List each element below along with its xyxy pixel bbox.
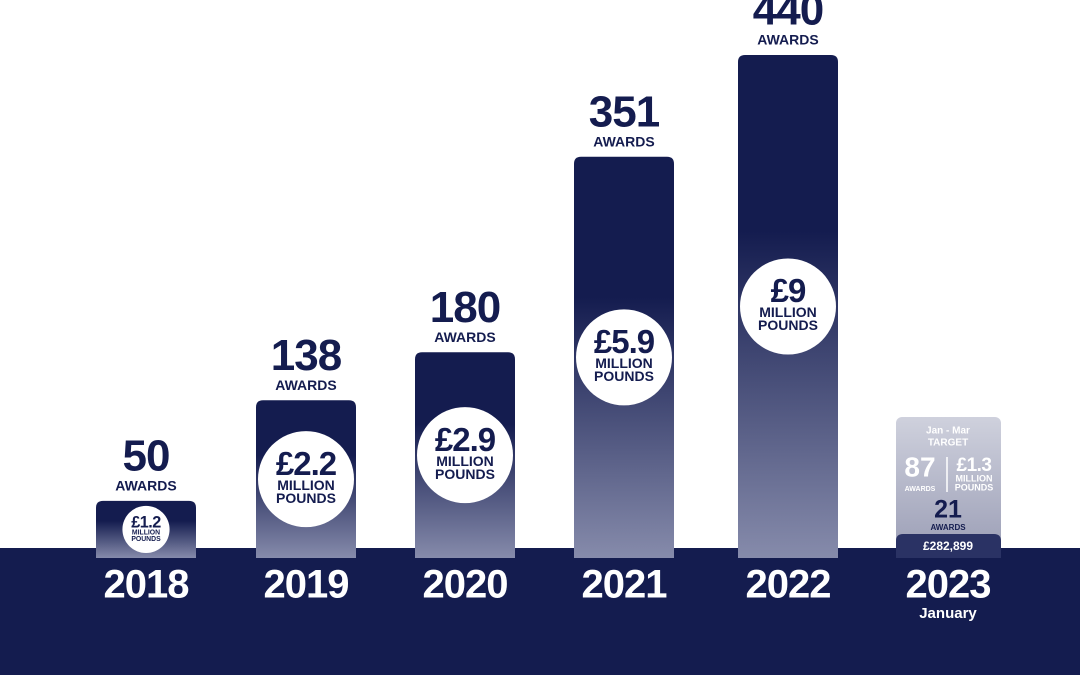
funding-unit: POUNDS	[594, 368, 654, 384]
award-unit: AWARDS	[593, 133, 654, 149]
year-note: January	[919, 605, 977, 622]
funding-circle	[576, 309, 672, 406]
funding-circle	[417, 407, 513, 504]
award-count: 50	[123, 431, 170, 480]
funding-amount: £2.9	[435, 421, 496, 458]
funding-circle	[122, 505, 170, 553]
current-bar	[896, 533, 1001, 558]
target-funding-unit: POUNDS	[955, 482, 994, 492]
funding-amount: £5.9	[594, 323, 655, 360]
current-awards: 21	[934, 496, 962, 524]
funding-unit: MILLION	[132, 530, 160, 537]
award-count: 138	[271, 331, 342, 380]
funding-unit: MILLION	[277, 477, 335, 493]
target-awards: 87	[904, 451, 935, 482]
funding-circle	[740, 258, 836, 355]
funding-unit: MILLION	[436, 453, 494, 469]
year-label: 2021	[582, 563, 668, 607]
funding-unit: POUNDS	[131, 536, 161, 543]
target-label: TARGET	[928, 438, 968, 449]
funding-unit: MILLION	[759, 304, 817, 320]
base-band	[0, 548, 1080, 675]
current-award-unit: AWARDS	[930, 523, 966, 532]
award-count: 440	[753, 0, 823, 35]
funding-circle	[258, 431, 354, 528]
award-unit: AWARDS	[115, 478, 176, 494]
funding-unit: POUNDS	[276, 490, 336, 506]
award-unit: AWARDS	[275, 377, 336, 393]
target-funding: £1.3	[957, 455, 992, 476]
target-card	[896, 417, 1001, 558]
year-label: 2020	[423, 563, 508, 607]
funding-amount: £2.2	[276, 445, 337, 482]
target-award-unit: AWARDS	[905, 486, 936, 493]
target-funding-unit: MILLION	[956, 473, 993, 483]
award-unit: AWARDS	[434, 329, 495, 345]
funding-unit: POUNDS	[758, 317, 818, 333]
year-label: 2019	[264, 563, 349, 607]
funding-amount: £9	[771, 272, 806, 309]
target-period: Jan - Mar	[926, 426, 970, 437]
funding-unit: MILLION	[595, 355, 653, 371]
award-unit: AWARDS	[757, 32, 818, 48]
year-label: 2022	[746, 563, 831, 607]
funding-amount: £1.2	[131, 513, 161, 531]
award-count: 351	[589, 87, 660, 136]
award-count: 180	[430, 283, 500, 332]
current-funding: £282,899	[923, 539, 973, 553]
year-label: 2023	[906, 563, 991, 607]
year-label: 2018	[104, 563, 190, 607]
funding-unit: POUNDS	[435, 466, 495, 482]
